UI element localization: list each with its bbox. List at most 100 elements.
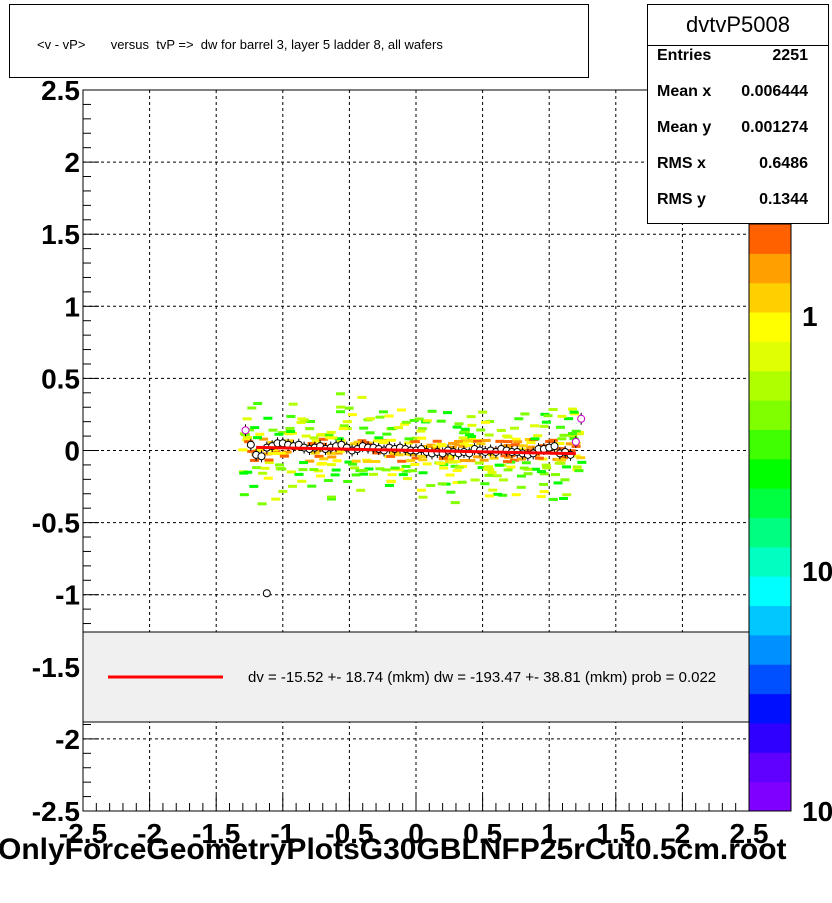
heatmap-cell xyxy=(454,465,464,469)
stat-label: Mean y xyxy=(657,119,712,136)
heatmap-cell xyxy=(351,459,361,463)
heatmap-cell xyxy=(276,451,286,455)
colorbar-swatch xyxy=(749,341,791,372)
heatmap-cell xyxy=(553,481,563,485)
y-tick-label: -1 xyxy=(55,580,80,611)
heatmap-cell xyxy=(404,441,414,445)
heatmap-cell xyxy=(422,462,432,466)
heatmap-cell xyxy=(335,410,345,414)
colorbar-swatch xyxy=(749,546,791,577)
heatmap-cell xyxy=(565,442,575,446)
heatmap-cell xyxy=(577,460,587,464)
heatmap-cell xyxy=(403,477,413,481)
heatmap-cell xyxy=(503,468,513,472)
chart-title: <v - vP> versus tvP => dw for barrel 3, … xyxy=(37,37,443,52)
heatmap-cell xyxy=(458,444,468,448)
heatmap-cell xyxy=(394,426,404,430)
heatmap-cell xyxy=(275,463,285,467)
heatmap-cell xyxy=(296,421,306,425)
heatmap-cell xyxy=(264,461,274,465)
heatmap-cell xyxy=(447,445,457,449)
file-label: OnlyForceGeometryPlotsG30GBLNFP25rCut0.5… xyxy=(0,833,787,866)
x-tick-label: 1 xyxy=(541,818,557,849)
heatmap-cell xyxy=(562,493,572,497)
heatmap-cell xyxy=(359,426,369,430)
heatmap-cell xyxy=(450,501,460,505)
heatmap-cell xyxy=(269,448,279,452)
heatmap-cell xyxy=(365,431,375,435)
heatmap-cell xyxy=(249,458,259,462)
heatmap-cell xyxy=(516,485,526,489)
heatmap-cell xyxy=(360,440,370,444)
heatmap-cell xyxy=(387,473,397,477)
heatmap-cell xyxy=(479,458,489,462)
colorbar-swatch xyxy=(749,312,791,342)
heatmap-cell xyxy=(570,412,580,416)
heatmap-cell xyxy=(243,470,253,474)
colorbar-swatch xyxy=(749,488,791,518)
heatmap-cell xyxy=(448,460,458,464)
heatmap-cell xyxy=(513,440,523,444)
x-tick-label: 0.5 xyxy=(463,818,502,849)
x-tick-label: -2 xyxy=(137,818,162,849)
heatmap-cell xyxy=(319,457,329,461)
heatmap-cell xyxy=(523,472,533,476)
heatmap-cell xyxy=(343,479,353,483)
heatmap-cell xyxy=(436,461,446,465)
profile-point xyxy=(257,452,266,461)
heatmap-cell xyxy=(417,427,427,431)
heatmap-cell xyxy=(327,497,337,501)
heatmap-cell xyxy=(466,434,476,438)
heatmap-cell xyxy=(249,484,259,488)
colorbar-swatch xyxy=(749,370,791,401)
x-tick-label: -1 xyxy=(270,818,295,849)
heatmap-cell xyxy=(510,458,520,462)
heatmap-cell xyxy=(326,430,336,434)
heatmap-cell xyxy=(294,472,304,476)
heatmap-cell xyxy=(442,411,452,415)
heatmap-cell xyxy=(500,454,510,458)
heatmap-cell xyxy=(484,433,494,437)
y-tick-label: -1.5 xyxy=(32,652,80,683)
heatmap-cell xyxy=(288,484,298,488)
colorbar-label: 10 xyxy=(802,796,832,827)
heatmap-cell xyxy=(398,473,408,477)
x-tick-label: -2.5 xyxy=(59,818,107,849)
heatmap-cell xyxy=(335,449,345,453)
heatmap-cell xyxy=(333,451,343,455)
heatmap-cell xyxy=(478,410,488,414)
stat-row-rms-x: RMS x 0.6486 xyxy=(648,155,828,191)
heatmap-cell xyxy=(453,439,463,443)
heatmap-cell xyxy=(324,433,334,437)
heatmap-cell xyxy=(454,422,464,426)
heatmap-cell xyxy=(416,429,426,433)
heatmap-cell xyxy=(348,462,358,466)
stat-row-mean-y: Mean y 0.001274 xyxy=(648,119,828,155)
heatmap-cell xyxy=(316,433,326,437)
heatmap-cell xyxy=(278,431,288,435)
heatmap-cell xyxy=(390,466,400,470)
heatmap-cell xyxy=(477,466,487,470)
heatmap-cell xyxy=(301,434,311,438)
heatmap-cell xyxy=(409,418,419,422)
heatmap-cell xyxy=(282,450,292,454)
heatmap-cell xyxy=(436,419,446,423)
heatmap-cell xyxy=(555,458,565,462)
colorbar-swatch xyxy=(749,517,791,548)
heatmap-cell xyxy=(382,432,392,436)
heatmap-cell xyxy=(318,437,328,441)
heatmap-cell xyxy=(357,395,367,399)
heatmap-cell xyxy=(368,472,378,476)
heatmap-cell xyxy=(499,478,509,482)
heatmap-cell xyxy=(314,454,324,458)
heatmap-cell xyxy=(574,432,584,436)
heatmap-cell xyxy=(484,494,494,498)
heatmap-cell xyxy=(386,454,396,458)
heatmap-cell xyxy=(446,454,456,458)
heatmap-cell xyxy=(372,439,382,443)
heatmap-cell xyxy=(516,447,526,451)
heatmap-cell xyxy=(556,447,566,451)
heatmap-cell xyxy=(411,456,421,460)
heatmap-cell xyxy=(344,460,354,464)
colorbar-swatch xyxy=(749,664,791,695)
